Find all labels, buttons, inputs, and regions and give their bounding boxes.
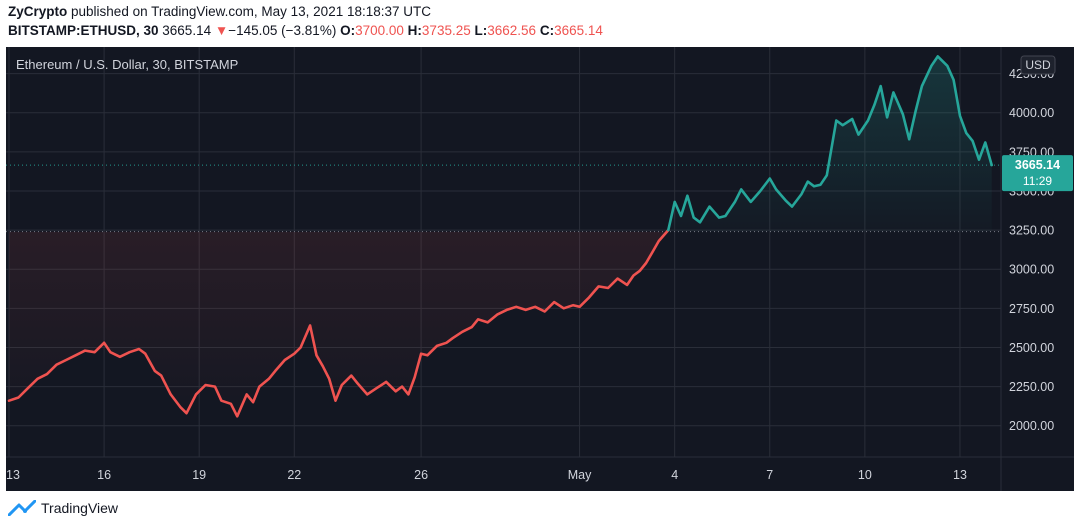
- down-area-fill: [9, 230, 669, 417]
- high-value: 3735.25: [421, 23, 471, 38]
- symbol-label: BITSTAMP:ETHUSD, 30: [8, 23, 159, 38]
- published-text: published on TradingView.com, May 13, 20…: [71, 4, 432, 19]
- series-line-down: [7, 228, 670, 418]
- symbol-line: BITSTAMP:ETHUSD, 30 3665.14 ▼−145.05 (−3…: [8, 23, 603, 38]
- tradingview-logo[interactable]: TradingView: [8, 500, 118, 516]
- last-price-tag: 3665.14 11:29: [1002, 155, 1073, 192]
- tradingview-wordmark: TradingView: [41, 500, 119, 516]
- time-axis[interactable]: 13 16 19 22 26 May 4 7 10 13: [6, 468, 967, 482]
- time-axis-label: 16: [97, 468, 111, 482]
- publication-line: ZyCrypto published on TradingView.com, M…: [8, 4, 431, 19]
- price-axis-label: 3000.00: [1009, 263, 1054, 277]
- tradingview-logo-icon: [8, 500, 36, 516]
- time-axis-label: 22: [287, 468, 301, 482]
- price-axis-label: 4000.00: [1009, 106, 1054, 120]
- chart-container[interactable]: 4250.004000.003750.003500.003250.003000.…: [6, 47, 1074, 491]
- bar-countdown: 11:29: [1023, 174, 1052, 188]
- price-lines: [7, 55, 993, 418]
- time-axis-label: 13: [6, 468, 20, 482]
- area-fills: [9, 56, 992, 417]
- time-axis-label: May: [568, 468, 592, 482]
- change-arrow: ▼: [214, 23, 229, 38]
- time-axis-label: 19: [192, 468, 206, 482]
- open-label: O:: [340, 23, 356, 38]
- price-change: −145.05 (−3.81%): [228, 23, 337, 38]
- author: ZyCrypto: [8, 4, 68, 19]
- last-price: 3665.14: [162, 23, 212, 38]
- time-axis-label: 13: [953, 468, 967, 482]
- time-axis-label: 4: [671, 468, 678, 482]
- low-label: L:: [474, 23, 488, 38]
- up-area-fill: [668, 56, 992, 232]
- price-axis-label: 2000.00: [1009, 419, 1054, 433]
- time-axis-label: 10: [858, 468, 872, 482]
- last-price-tag-background: [1002, 155, 1073, 192]
- price-axis-label: 3250.00: [1009, 224, 1054, 238]
- low-value: 3662.56: [487, 23, 537, 38]
- price-axis-label: 2750.00: [1009, 302, 1054, 316]
- open-value: 3700.00: [355, 23, 404, 38]
- price-axis-label: 2500.00: [1009, 341, 1054, 355]
- chart-title: Ethereum / U.S. Dollar, 30, BITSTAMP: [16, 57, 238, 72]
- series-line-up: [667, 55, 993, 232]
- price-axis-label: 2250.00: [1009, 380, 1054, 394]
- price-chart[interactable]: 4250.004000.003750.003500.003250.003000.…: [6, 47, 1074, 491]
- time-axis-label: 7: [766, 468, 773, 482]
- high-label: H:: [407, 23, 422, 38]
- close-label: C:: [539, 23, 555, 38]
- currency-label: USD: [1025, 58, 1051, 72]
- close-value: 3665.14: [554, 23, 603, 38]
- currency-badge[interactable]: USD: [1020, 55, 1056, 75]
- time-axis-label: 26: [414, 468, 428, 482]
- last-price-value: 3665.14: [1015, 158, 1060, 172]
